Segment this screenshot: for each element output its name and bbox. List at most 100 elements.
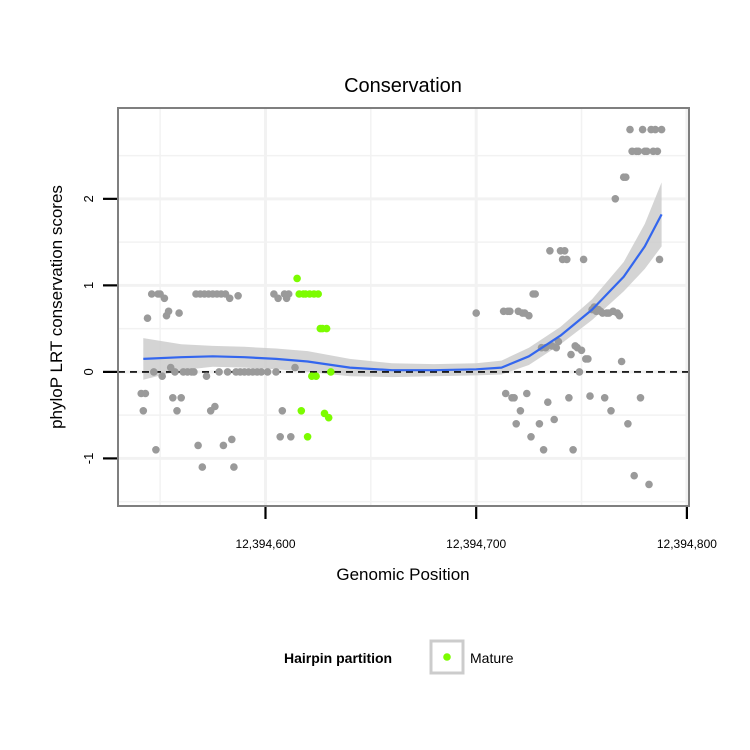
x-tick-label: 12,394,600: [235, 537, 295, 551]
other-point: [563, 255, 571, 264]
plot-panel: [117, 107, 690, 507]
other-point: [611, 195, 620, 203]
legend-title: Hairpin partition: [284, 650, 392, 666]
other-point: [510, 394, 518, 402]
other-point: [567, 350, 575, 359]
other-point: [554, 337, 563, 346]
other-point: [527, 433, 535, 441]
grid: [118, 108, 689, 506]
other-point: [278, 407, 287, 415]
other-point: [634, 147, 643, 156]
mature-point: [314, 290, 323, 298]
other-point: [228, 435, 236, 444]
other-point: [638, 125, 647, 134]
other-point: [211, 402, 219, 411]
other-point: [653, 147, 662, 156]
mature-point: [303, 433, 312, 441]
other-point: [272, 368, 280, 376]
confidence-band: [143, 182, 662, 380]
other-point: [173, 407, 181, 415]
other-point: [657, 125, 666, 134]
other-point: [225, 294, 234, 303]
points: [137, 125, 666, 489]
other-point: [284, 290, 293, 298]
other-point: [175, 309, 183, 317]
other-point: [139, 407, 148, 415]
other-point: [150, 368, 158, 376]
other-point: [263, 368, 272, 376]
other-point: [291, 363, 299, 372]
other-point: [164, 307, 173, 316]
other-point: [190, 368, 198, 376]
legend-key-box: [429, 639, 465, 675]
other-point: [579, 255, 588, 264]
other-point: [274, 294, 282, 303]
other-point: [531, 290, 539, 298]
other-point: [152, 446, 160, 454]
other-point: [516, 407, 525, 415]
other-point: [586, 392, 594, 400]
other-point: [607, 407, 615, 415]
confidence-band-area: [143, 182, 662, 380]
other-point: [525, 311, 533, 320]
other-point: [202, 372, 211, 381]
x-tick-label: 12,394,700: [446, 537, 506, 551]
other-point: [550, 415, 558, 424]
other-point: [257, 368, 266, 376]
other-point: [194, 441, 202, 450]
other-point: [651, 125, 660, 134]
other-point: [645, 480, 653, 489]
other-point: [552, 343, 561, 352]
other-point: [539, 446, 548, 454]
legend: Hairpin partition Mature: [284, 639, 514, 675]
other-point: [198, 463, 207, 471]
other-point: [577, 346, 586, 355]
other-point: [147, 290, 156, 298]
other-point: [643, 147, 651, 156]
other-point: [535, 420, 544, 428]
other-point: [223, 368, 232, 376]
other-point: [158, 372, 166, 381]
legend-mature-marker: [443, 653, 451, 661]
smooth-line-layer: [143, 213, 663, 372]
mature-point: [327, 368, 335, 376]
x-tick-label: 12,394,800: [657, 537, 717, 551]
other-point: [160, 294, 169, 303]
other-point: [287, 433, 295, 441]
other-point: [575, 368, 584, 376]
panel-border: [117, 107, 690, 507]
smooth-line: [143, 213, 663, 372]
y-tick-label: 0: [81, 368, 96, 375]
other-point: [171, 368, 179, 376]
other-point: [143, 314, 152, 323]
other-point: [617, 357, 626, 366]
other-point: [141, 389, 150, 398]
other-point: [626, 125, 634, 134]
legend-label-mature: Mature: [470, 650, 514, 666]
other-point: [230, 463, 238, 471]
other-point: [512, 420, 520, 428]
other-point: [655, 255, 664, 264]
other-point: [523, 389, 531, 398]
other-point: [544, 398, 552, 407]
other-point: [565, 394, 573, 402]
other-point: [600, 394, 609, 402]
other-point: [219, 441, 228, 450]
mature-point: [293, 274, 301, 283]
other-point: [169, 394, 177, 402]
other-point: [506, 307, 514, 316]
other-point: [177, 394, 185, 402]
x-axis-title: Genomic Position: [336, 565, 469, 584]
other-point: [501, 389, 510, 398]
mature-point: [324, 413, 333, 422]
y-axis-title: phyloP LRT conservation scores: [47, 185, 66, 429]
other-point: [622, 173, 630, 181]
chart-title: Conservation: [344, 75, 462, 97]
other-point: [584, 355, 592, 363]
mature-point: [322, 324, 331, 333]
y-tick-label: 1: [81, 282, 96, 289]
other-point: [472, 309, 481, 317]
other-point: [615, 311, 624, 320]
other-point: [234, 292, 242, 300]
other-point: [560, 247, 569, 255]
